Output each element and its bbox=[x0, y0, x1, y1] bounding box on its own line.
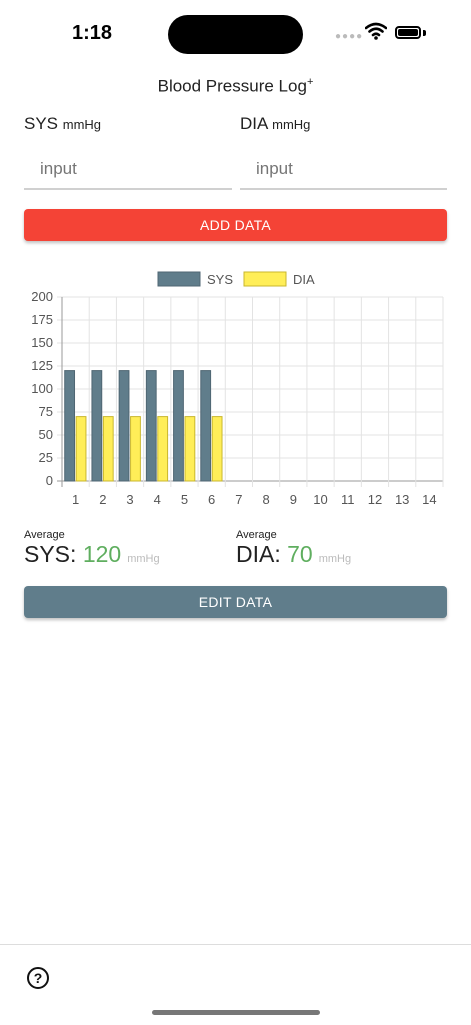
status-bar: 1:18 ●●●● bbox=[0, 0, 471, 70]
sys-average-caption: Average bbox=[24, 529, 65, 541]
sys-bar bbox=[118, 370, 130, 482]
sys-label: SYS mmHg bbox=[24, 114, 102, 133]
bottom-bar: ? bbox=[0, 944, 471, 1025]
sys-average: SYS: 120 mmHg bbox=[24, 541, 160, 567]
x-tick-label: 5 bbox=[181, 492, 188, 507]
x-tick-label: 9 bbox=[290, 492, 297, 507]
dia-bar bbox=[157, 416, 169, 482]
wifi-icon bbox=[365, 22, 387, 40]
x-tick-label: 1 bbox=[72, 492, 79, 507]
y-tick-label: 175 bbox=[31, 312, 53, 327]
x-tick-label: 8 bbox=[262, 492, 269, 507]
sys-average-value: 120 bbox=[82, 541, 122, 567]
sys-bar bbox=[64, 370, 76, 482]
cellular-signal-icon: ●●●● bbox=[335, 31, 364, 42]
dia-bar bbox=[211, 416, 223, 482]
x-tick-label: 12 bbox=[368, 492, 382, 507]
dia-input[interactable] bbox=[240, 150, 447, 190]
x-tick-label: 3 bbox=[126, 492, 133, 507]
status-time: 1:18 bbox=[72, 22, 113, 44]
dia-average: DIA: 70 mmHg bbox=[236, 541, 352, 567]
app-title: Blood Pressure Log+ bbox=[157, 76, 314, 96]
dia-bar bbox=[102, 416, 114, 482]
legend-label-dia: DIA bbox=[293, 272, 315, 287]
add-data-button[interactable]: ADD DATA bbox=[24, 209, 447, 241]
y-tick-label: 125 bbox=[31, 358, 53, 373]
legend-swatch-sys bbox=[157, 271, 201, 287]
x-tick-label: 6 bbox=[208, 492, 215, 507]
x-tick-label: 7 bbox=[235, 492, 242, 507]
y-tick-label: 75 bbox=[39, 404, 53, 419]
x-tick-label: 14 bbox=[422, 492, 436, 507]
dia-bar bbox=[75, 416, 87, 482]
dia-bar bbox=[130, 416, 141, 482]
y-tick-label: 150 bbox=[31, 335, 53, 350]
x-tick-label: 11 bbox=[341, 492, 355, 507]
y-tick-label: 0 bbox=[46, 473, 53, 488]
dia-label: DIA mmHg bbox=[240, 114, 311, 133]
legend-swatch-dia bbox=[243, 271, 287, 287]
y-tick-label: 50 bbox=[39, 427, 53, 442]
sys-input[interactable] bbox=[24, 150, 232, 190]
dynamic-island bbox=[168, 15, 303, 54]
home-indicator bbox=[152, 1010, 320, 1015]
edit-data-button[interactable]: EDIT DATA bbox=[24, 586, 447, 618]
legend-label-sys: SYS bbox=[207, 272, 233, 287]
y-tick-label: 100 bbox=[31, 381, 53, 396]
help-circle-icon[interactable]: ? bbox=[27, 967, 49, 989]
dia-average-caption: Average bbox=[236, 529, 277, 541]
sys-bar bbox=[91, 370, 103, 482]
sys-bar bbox=[145, 370, 157, 482]
y-tick-label: 25 bbox=[39, 450, 53, 465]
x-tick-label: 13 bbox=[395, 492, 409, 507]
battery-tip bbox=[423, 30, 426, 36]
battery-icon bbox=[395, 26, 421, 39]
y-tick-label: 200 bbox=[31, 289, 53, 304]
x-tick-label: 10 bbox=[313, 492, 327, 507]
dia-average-value: 70 bbox=[287, 541, 313, 567]
sys-bar bbox=[173, 370, 184, 482]
sys-bar bbox=[200, 370, 212, 482]
dia-bar bbox=[184, 416, 196, 482]
x-tick-label: 4 bbox=[154, 492, 161, 507]
x-tick-label: 2 bbox=[99, 492, 106, 507]
